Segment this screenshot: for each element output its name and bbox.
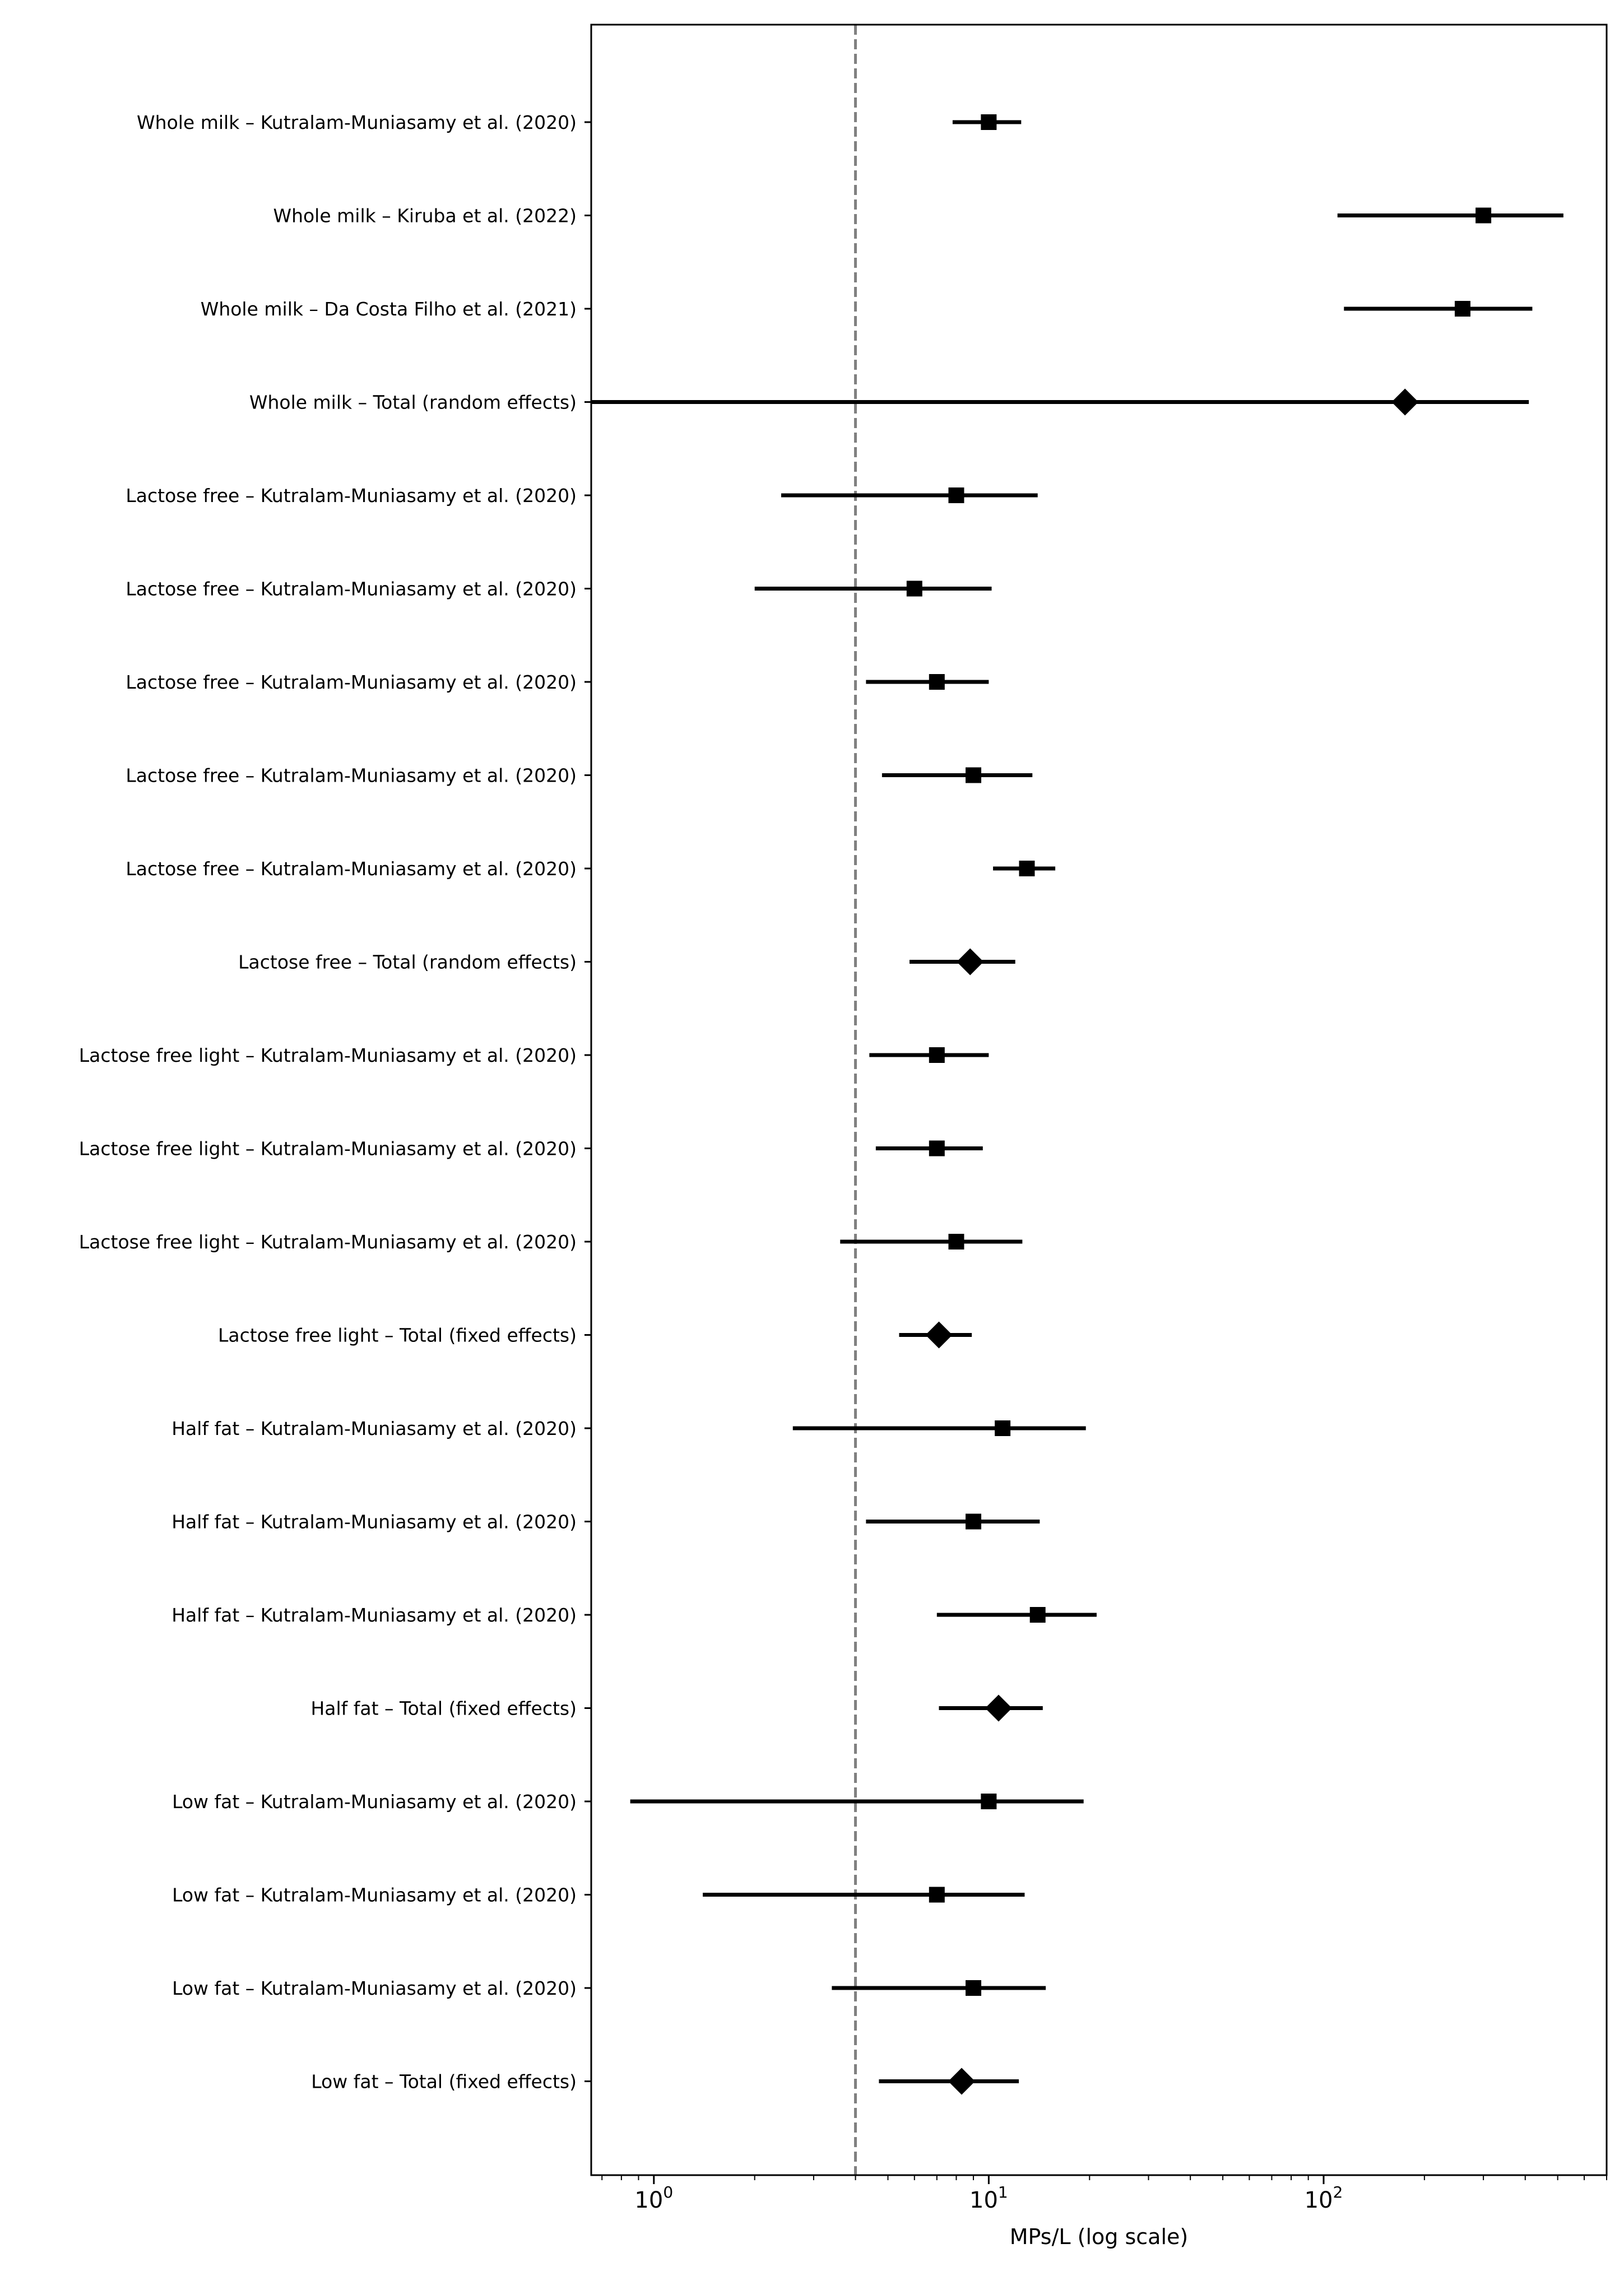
y-tick-label: Low fat – Total (fixed effects) (311, 2071, 577, 2093)
y-tick-label: Whole milk – Kutralam-Muniasamy et al. (… (137, 112, 577, 133)
x-tick-label-exponent: 1 (998, 2183, 1008, 2201)
x-tick-label-base: 10 (969, 2187, 998, 2213)
y-tick-label: Whole milk – Da Costa Filho et al. (2021… (201, 298, 577, 320)
y-tick-label: Lactose free – Kutralam-Muniasamy et al.… (126, 671, 577, 693)
y-tick-label: Lactose free light – Kutralam-Muniasamy … (79, 1231, 577, 1253)
study-estimate-marker (966, 767, 982, 783)
x-tick-label-base: 10 (634, 2187, 663, 2213)
x-tick-label: 101 (969, 2183, 1008, 2213)
y-tick-label: Whole milk – Total (random effects) (249, 392, 577, 414)
plot-frame (590, 24, 1608, 2176)
x-tick-label-exponent: 0 (663, 2183, 673, 2201)
study-estimate-marker (981, 1794, 997, 1809)
x-axis-ticks: 100 101 102 (601, 2175, 1607, 2213)
y-tick-label: Lactose free – Kutralam-Muniasamy et al.… (126, 578, 577, 600)
y-tick-label: Low fat – Kutralam-Muniasamy et al. (202… (172, 1791, 577, 1813)
total-effect-diamond (948, 2068, 976, 2095)
y-tick-label: Half fat – Kutralam-Muniasamy et al. (20… (171, 1604, 577, 1626)
y-tick-label: Low fat – Kutralam-Muniasamy et al. (202… (172, 1977, 577, 1999)
y-tick-label: Lactose free – Total (random effects) (238, 951, 577, 973)
total-effect-diamond (925, 1321, 953, 1349)
study-estimate-marker (929, 674, 945, 690)
point-estimates-layer (906, 114, 1492, 2095)
study-estimate-marker (1019, 861, 1035, 876)
total-effect-diamond (957, 948, 984, 976)
x-axis-label: MPs/L (log scale) (1010, 2224, 1188, 2249)
y-tick-label: Half fat – Kutralam-Muniasamy et al. (20… (171, 1511, 577, 1533)
x-tick-label: 102 (1305, 2183, 1343, 2213)
study-estimate-marker (948, 487, 964, 503)
study-estimate-marker (929, 1047, 945, 1063)
study-estimate-marker (995, 1420, 1011, 1436)
study-estimate-marker (966, 1513, 982, 1530)
y-tick-label: Lactose free – Kutralam-Muniasamy et al.… (126, 765, 577, 787)
study-estimate-marker (1029, 1607, 1046, 1623)
total-effect-diamond (1391, 388, 1419, 416)
y-tick-label: Whole milk – Kiruba et al. (2022) (273, 205, 577, 227)
study-estimate-marker (948, 1234, 964, 1250)
y-tick-label: Lactose free light – Kutralam-Muniasamy … (79, 1138, 577, 1160)
study-estimate-marker (981, 114, 997, 130)
y-tick-label: Lactose free – Kutralam-Muniasamy et al.… (126, 485, 577, 507)
y-tick-label: Half fat – Total (fixed effects) (310, 1698, 577, 1720)
y-tick-label: Lactose free light – Total (fixed effect… (218, 1325, 577, 1346)
study-estimate-marker (929, 1887, 945, 1903)
study-estimate-marker (929, 1140, 945, 1156)
y-tick-label: Low fat – Kutralam-Muniasamy et al. (202… (172, 1884, 577, 1906)
study-estimate-marker (1454, 301, 1470, 317)
x-tick-label: 100 (634, 2183, 673, 2213)
y-axis-ticks: Whole milk – Kutralam-Muniasamy et al. (… (79, 112, 591, 2093)
total-effect-diamond (985, 1694, 1012, 1722)
y-tick-label: Lactose free – Kutralam-Muniasamy et al.… (126, 858, 577, 880)
x-tick-label-base: 10 (1305, 2187, 1333, 2213)
y-tick-label: Lactose free light – Kutralam-Muniasamy … (79, 1044, 577, 1066)
study-estimate-marker (906, 580, 922, 597)
study-estimate-marker (1475, 207, 1492, 224)
study-estimate-marker (966, 1980, 982, 1996)
x-tick-label-exponent: 2 (1333, 2183, 1343, 2201)
y-tick-label: Half fat – Kutralam-Muniasamy et al. (20… (171, 1418, 577, 1439)
